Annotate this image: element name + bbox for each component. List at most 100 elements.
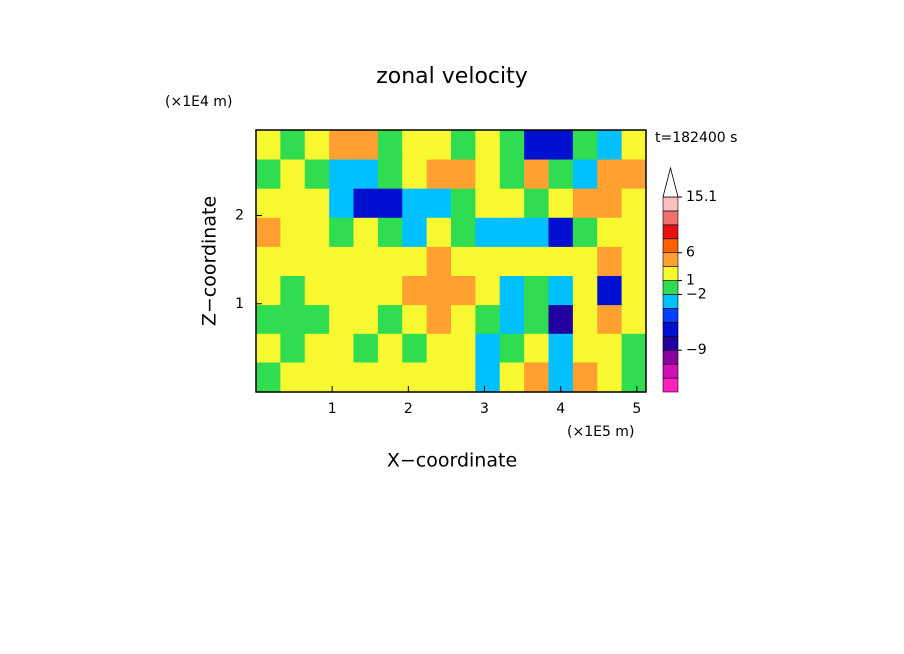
contour-cell xyxy=(524,333,549,363)
contour-cell xyxy=(475,362,501,392)
contour-cell xyxy=(280,246,306,277)
contour-cell xyxy=(621,217,646,248)
colorbar-box xyxy=(662,377,679,393)
contour-cell xyxy=(597,217,623,248)
contour-cell xyxy=(304,362,330,392)
contour-cell xyxy=(280,130,306,161)
contour-cell xyxy=(426,188,452,219)
contour-cell xyxy=(256,159,281,190)
plot-frame xyxy=(255,129,647,393)
contour-cell xyxy=(621,188,646,219)
contour-cell xyxy=(524,305,549,335)
y-tick-label: 1 xyxy=(235,296,244,312)
contour-cell xyxy=(256,362,281,392)
contour-cell xyxy=(451,159,476,190)
colorbar-tick-label: 15.1 xyxy=(686,189,717,205)
contour-cell xyxy=(329,275,354,306)
contour-cell xyxy=(256,130,281,161)
contour-cell xyxy=(451,130,476,161)
contour-cell xyxy=(597,275,623,306)
contour-cell xyxy=(353,246,379,277)
contour-cell xyxy=(329,159,354,190)
contour-cell xyxy=(451,275,476,306)
contour-cell xyxy=(402,333,428,363)
colorbar-box xyxy=(662,322,679,337)
contour-cell xyxy=(280,333,306,363)
contour-cell xyxy=(597,246,623,277)
contour-cell xyxy=(329,217,354,248)
contour-cell xyxy=(548,188,574,219)
contour-cell xyxy=(572,275,598,306)
contour-cell xyxy=(451,305,476,335)
contour-cell xyxy=(451,362,476,392)
contour-cell xyxy=(256,188,281,219)
contour-cell xyxy=(475,246,501,277)
contour-cell xyxy=(402,159,428,190)
contour-cell xyxy=(524,159,549,190)
contour-cell xyxy=(499,362,525,392)
colorbar-box xyxy=(662,196,679,212)
contour-cell xyxy=(402,217,428,248)
colorbar-box xyxy=(662,349,679,365)
contour-cell xyxy=(621,159,646,190)
y-axis-label: Z−coordinate xyxy=(199,196,221,326)
contour-cell xyxy=(280,159,306,190)
chart-title: zonal velocity xyxy=(376,64,528,89)
contour-cell xyxy=(475,305,501,335)
contour-cell xyxy=(329,246,354,277)
annotation: t=182400 s xyxy=(655,130,737,146)
contour-cell xyxy=(329,130,354,161)
contour-cell xyxy=(524,217,549,248)
contour-cell xyxy=(548,159,574,190)
contour-cell xyxy=(304,159,330,190)
contour-cell xyxy=(280,275,306,306)
contour-cell xyxy=(499,159,525,190)
contour-cell xyxy=(256,217,281,248)
contour-cell xyxy=(353,275,379,306)
contour-cell xyxy=(572,333,598,363)
contour-cell xyxy=(353,217,379,248)
contour-cell xyxy=(329,188,354,219)
contour-cell xyxy=(475,130,501,161)
contour-cell xyxy=(572,130,598,161)
colorbar-box xyxy=(662,224,679,240)
colorbar-tick-label: 6 xyxy=(686,245,695,261)
contour-cell xyxy=(597,188,623,219)
colorbar-box xyxy=(662,266,679,281)
contour-cell xyxy=(621,362,646,392)
contour-cell xyxy=(377,188,403,219)
contour-cell xyxy=(402,130,428,161)
contour-cell xyxy=(524,188,549,219)
contour-cell xyxy=(329,362,354,392)
x-tick-label: 1 xyxy=(328,401,337,417)
contour-cell xyxy=(402,188,428,219)
x-axis-label: X−coordinate xyxy=(387,450,517,472)
contour-cell xyxy=(524,275,549,306)
y-tick-label: 2 xyxy=(235,208,244,224)
contour-cell xyxy=(329,305,354,335)
contour-cell xyxy=(499,275,525,306)
contour-cell xyxy=(475,188,501,219)
contour-cell xyxy=(524,246,549,277)
contour-cell xyxy=(499,246,525,277)
x-tick-label: 5 xyxy=(632,401,641,417)
contour-cell xyxy=(451,188,476,219)
contour-cell xyxy=(451,246,476,277)
contour-cell xyxy=(524,362,549,392)
contour-cell xyxy=(621,305,646,335)
contour-cell xyxy=(475,217,501,248)
contour-cell xyxy=(499,217,525,248)
colorbar-arrow xyxy=(662,166,679,198)
contour-cell xyxy=(621,130,646,161)
contour-cell xyxy=(377,333,403,363)
contour-cell xyxy=(304,246,330,277)
contour-cell xyxy=(256,333,281,363)
colorbar-box xyxy=(662,308,679,323)
contour-cell xyxy=(548,246,574,277)
contour-cell xyxy=(597,159,623,190)
contour-cell xyxy=(597,362,623,392)
contour-cell xyxy=(304,305,330,335)
contour-cell xyxy=(402,305,428,335)
contour-cell xyxy=(426,159,452,190)
